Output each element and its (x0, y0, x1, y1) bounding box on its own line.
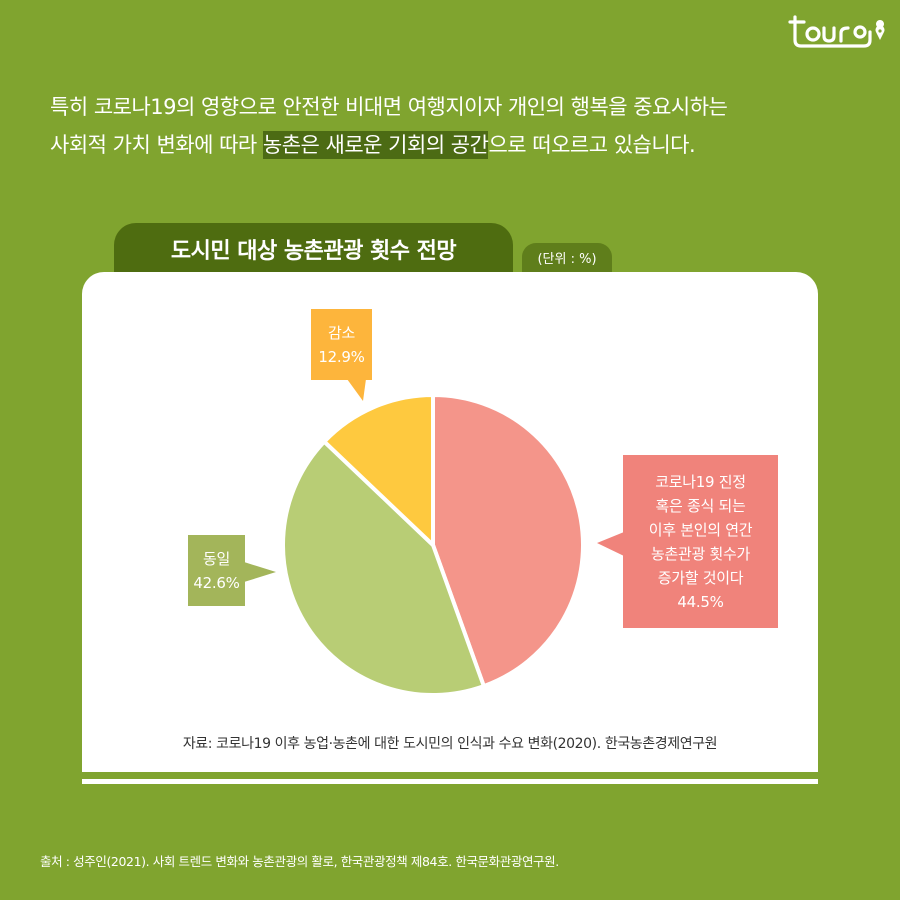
chart-title: 도시민 대상 농촌관광 횟수 전망 (114, 223, 513, 275)
source-note: 자료: 코로나19 이후 농업·농촌에 대한 도시민의 인식과 수요 변화(20… (182, 736, 718, 752)
intro-line-1: 특히 코로나19의 영향으로 안전한 비대면 여행지이자 개인의 행복을 중요시… (50, 95, 728, 119)
divider-line (82, 779, 818, 784)
intro-line-2: 사회적 가치 변화에 따라 농촌은 새로운 기회의 공간으로 떠오르고 있습니다… (50, 131, 696, 159)
unit-label: (단위 : %) (522, 243, 612, 275)
intro-paragraph: 특히 코로나19의 영향으로 안전한 비대면 여행지이자 개인의 행복을 중요시… (50, 88, 870, 164)
highlight-text: 농촌은 새로운 기회의 공간 (262, 131, 489, 159)
callout-increase: 코로나19 진정 혹은 종식 되는 이후 본인의 연간 농촌관광 횟수가 증가할… (623, 455, 778, 628)
callout-same: 동일 42.6% (188, 535, 245, 606)
tourg-logo (786, 14, 886, 54)
footer-citation: 출처 : 성주인(2021). 사회 트렌드 변화와 농촌관광의 활로, 한국관… (40, 854, 559, 869)
callout-decrease: 감소 12.9% (311, 309, 372, 380)
